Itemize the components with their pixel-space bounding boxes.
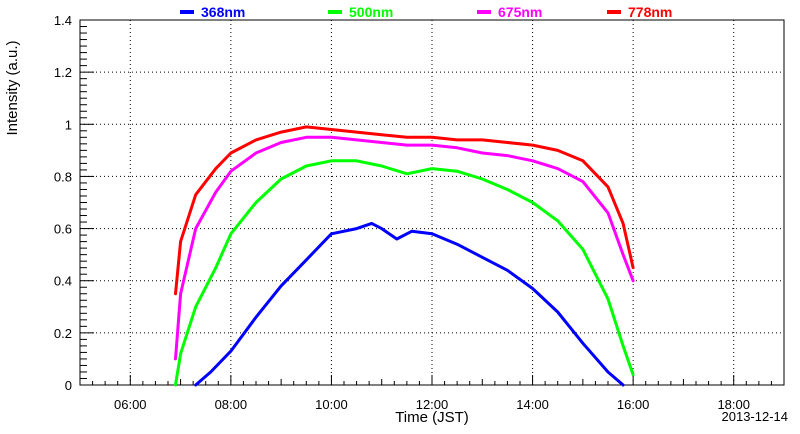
y-tick-label: 0.4 <box>54 274 72 289</box>
y-tick-label: 0.8 <box>54 169 72 184</box>
date-label: 2013-12-14 <box>722 409 789 424</box>
legend-label-500nm: 500nm <box>349 4 393 20</box>
x-tick-label: 16:00 <box>617 397 650 412</box>
legend: 368nm 500nm 675nm 778nm <box>180 4 672 20</box>
y-tick-label: 1 <box>65 117 72 132</box>
x-axis-title: Time (JST) <box>395 409 469 426</box>
grid-lines <box>80 20 784 385</box>
series-line-778nm <box>174 125 635 296</box>
x-tick-label: 18:00 <box>717 397 750 412</box>
y-tick-label: 0.2 <box>54 326 72 341</box>
x-tick-label: 08:00 <box>215 397 248 412</box>
x-axis: 06:00 08:00 10:00 12:00 14:00 16:00 18:00 <box>79 375 785 412</box>
series-line-500nm <box>174 159 635 387</box>
legend-label-368nm: 368nm <box>201 4 245 20</box>
legend-label-675nm: 675nm <box>498 4 542 20</box>
y-axis-title: Intensity (a.u.) <box>4 40 21 135</box>
y-tick-label: 1.4 <box>54 13 72 28</box>
x-tick-label: 10:00 <box>315 397 348 412</box>
series-line-675nm <box>174 135 635 361</box>
y-tick-label: 0 <box>65 378 72 393</box>
y-axis: 0 0.2 0.4 0.6 0.8 1 1.2 1.4 <box>54 13 94 393</box>
plot-area <box>79 19 785 386</box>
x-tick-label: 12:00 <box>416 397 449 412</box>
legend-label-778nm: 778nm <box>628 4 672 20</box>
x-tick-label: 14:00 <box>516 397 549 412</box>
y-tick-label: 0.6 <box>54 222 72 237</box>
data-series <box>174 125 635 387</box>
y-tick-label: 1.2 <box>54 65 72 80</box>
series-line-368nm <box>194 221 625 387</box>
x-tick-label: 06:00 <box>114 397 147 412</box>
